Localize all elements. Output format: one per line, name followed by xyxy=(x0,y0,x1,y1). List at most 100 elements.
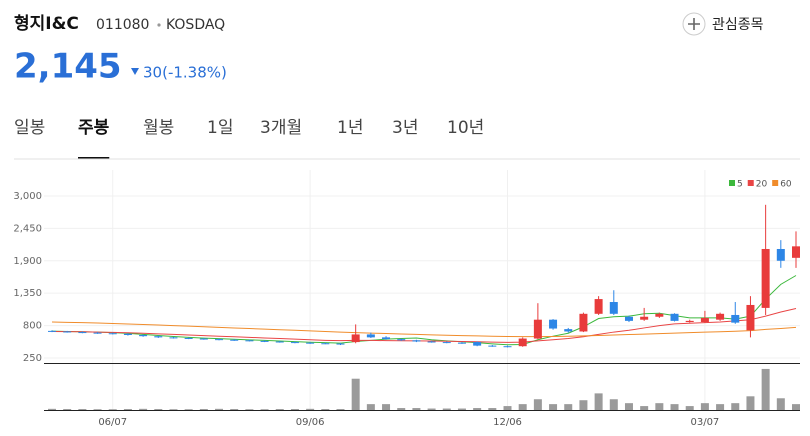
stock-code: 011080 xyxy=(96,17,149,33)
volume-bar xyxy=(306,408,315,410)
candle-body xyxy=(488,345,497,347)
volume-bar xyxy=(139,408,148,410)
legend-swatch xyxy=(772,180,779,186)
legend-label: 5 xyxy=(737,180,743,190)
candle-body xyxy=(306,342,315,344)
watch-button[interactable]: 관심종목 xyxy=(682,12,764,36)
candle-body xyxy=(685,320,694,323)
volume-bar xyxy=(549,404,558,410)
volume-bar xyxy=(488,408,497,410)
candle-body xyxy=(48,330,56,332)
moving-average xyxy=(51,308,797,343)
candle-body xyxy=(594,299,603,314)
candle-body xyxy=(199,338,208,340)
market: KOSDAQ xyxy=(166,17,225,33)
tab[interactable]: 10년 xyxy=(447,118,484,138)
volume-bar xyxy=(427,408,436,410)
y-tick-label: 2,450 xyxy=(13,223,42,234)
candle-body xyxy=(412,340,421,342)
volume-bar xyxy=(579,400,588,410)
tab-underline xyxy=(78,157,110,159)
tabs: 일봉 주봉 월봉 1일 3개월 1년 3년 10년 xyxy=(14,118,484,159)
candle-body xyxy=(215,339,224,341)
x-tick-label: 12/06 xyxy=(493,417,522,428)
candle-body xyxy=(154,336,163,338)
watch-label: 관심종목 xyxy=(712,17,764,33)
candle-body xyxy=(382,337,391,340)
volume-bar xyxy=(290,409,299,410)
volume-bar xyxy=(442,408,451,410)
volume-bar xyxy=(503,406,512,410)
candle-body xyxy=(533,319,542,339)
candle-body xyxy=(670,313,679,321)
candle-body xyxy=(640,316,649,320)
tab[interactable]: 월봉 xyxy=(143,118,174,138)
candle-body xyxy=(761,248,770,308)
volume-bar xyxy=(670,404,679,410)
volume-bar xyxy=(533,399,542,410)
volume-bar xyxy=(245,409,254,410)
volume-bar xyxy=(564,404,573,410)
volume-bar xyxy=(746,396,755,410)
volume-bar xyxy=(351,378,360,410)
volume-bar xyxy=(321,409,330,410)
volume-bar xyxy=(275,409,284,410)
price-change: 30(-1.38%) xyxy=(143,64,227,82)
legend-label: 20 xyxy=(756,180,768,190)
volume-bar xyxy=(473,408,482,410)
candle-body xyxy=(731,314,740,323)
volume-bar xyxy=(761,368,770,410)
volume-bar xyxy=(93,409,102,410)
tab[interactable]: 주봉 xyxy=(78,118,110,138)
price: 2,145 xyxy=(14,47,122,87)
volume-bar xyxy=(184,409,193,410)
tab[interactable]: 1일 xyxy=(207,118,233,138)
tab[interactable]: 3개월 xyxy=(260,118,302,138)
candle-body xyxy=(366,334,375,338)
volume-bar xyxy=(230,409,239,410)
volume-bar xyxy=(776,398,785,410)
volume-bar xyxy=(199,409,208,410)
candle-body xyxy=(93,332,102,334)
volume-bar xyxy=(78,409,87,410)
volume-bar xyxy=(624,403,633,410)
candle-body xyxy=(579,313,588,332)
volume-bar xyxy=(108,409,117,410)
volume-bar xyxy=(685,406,694,410)
candle-body xyxy=(351,334,360,343)
candle-body xyxy=(78,332,87,334)
candle-body xyxy=(63,331,72,333)
y-tick-label: 3,000 xyxy=(13,191,42,202)
y-tick-label: 250 xyxy=(23,353,42,364)
candle-body xyxy=(792,246,800,258)
volume-bar xyxy=(609,399,618,410)
stock-name: 형지I&C xyxy=(14,13,79,34)
candle-body xyxy=(336,343,345,345)
volume-bar xyxy=(640,406,649,410)
candle-body xyxy=(518,338,527,347)
candle-body xyxy=(473,342,482,346)
volume-bar xyxy=(336,409,345,410)
volume-bar xyxy=(731,403,740,410)
candle-body xyxy=(457,342,466,344)
volume-bar xyxy=(154,409,163,410)
legend-swatch xyxy=(747,180,754,186)
candle-body xyxy=(746,304,755,331)
separator-dot xyxy=(157,23,161,27)
candle-body xyxy=(655,313,664,317)
candle-body xyxy=(245,340,254,342)
volume-bar xyxy=(366,404,375,410)
tab[interactable]: 1년 xyxy=(337,118,363,138)
legend-swatch xyxy=(729,180,735,186)
candle-body xyxy=(427,341,436,343)
volume-bar xyxy=(792,404,800,410)
y-tick-label: 1,350 xyxy=(13,288,42,299)
candle-body xyxy=(275,341,284,343)
candle-body xyxy=(123,333,132,336)
tab[interactable]: 3년 xyxy=(392,118,418,138)
tab[interactable]: 일봉 xyxy=(14,118,45,138)
candle-body xyxy=(184,337,193,339)
candle-body xyxy=(108,333,117,335)
